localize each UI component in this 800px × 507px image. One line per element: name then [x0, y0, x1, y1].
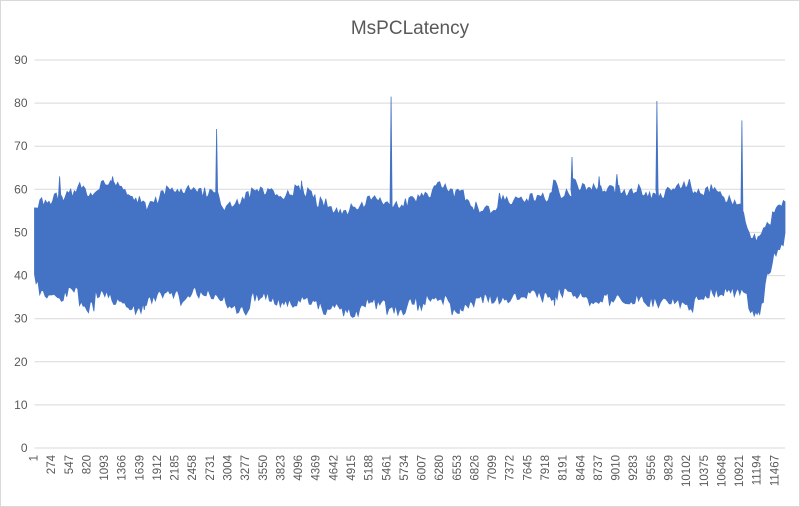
x-tick-label-1366[interactable]: 1366	[117, 455, 129, 481]
x-tick-label-8737[interactable]: 8737	[593, 455, 605, 481]
x-tick-label-6553[interactable]: 6553	[452, 455, 464, 481]
x-tick-label-11467[interactable]: 11467	[769, 455, 781, 486]
y-tick-label-40[interactable]: 40	[14, 269, 28, 283]
x-tick-label-2458[interactable]: 2458	[187, 455, 199, 481]
y-tick-label-30[interactable]: 30	[14, 312, 28, 326]
x-tick-label-9010[interactable]: 9010	[611, 455, 623, 481]
x-tick-label-11194[interactable]: 11194	[752, 454, 764, 485]
x-tick-label-3004[interactable]: 3004	[223, 454, 235, 480]
y-tick-label-20[interactable]: 20	[14, 355, 28, 369]
y-tick-label-60[interactable]: 60	[14, 182, 28, 196]
x-tick-label-820[interactable]: 820	[81, 455, 93, 474]
x-tick-label-5734[interactable]: 5734	[399, 454, 411, 480]
x-tick-label-8191[interactable]: 8191	[558, 455, 570, 481]
x-tick-label-9556[interactable]: 9556	[646, 455, 658, 481]
x-tick-label-10375[interactable]: 10375	[699, 455, 711, 487]
x-tick-label-7372[interactable]: 7372	[505, 455, 517, 481]
x-tick-label-10102[interactable]: 10102	[681, 455, 693, 487]
x-tick-label-1[interactable]: 1	[29, 455, 41, 461]
y-tick-label-90[interactable]: 90	[14, 53, 28, 67]
x-tick-label-4369[interactable]: 4369	[311, 455, 323, 481]
x-tick-label-5461[interactable]: 5461	[381, 455, 393, 481]
y-tick-label-50[interactable]: 50	[14, 225, 28, 239]
x-tick-label-3823[interactable]: 3823	[275, 455, 287, 481]
x-tick-label-4096[interactable]: 4096	[293, 455, 305, 481]
x-tick-label-7645[interactable]: 7645	[522, 455, 534, 481]
y-tick-label-80[interactable]: 80	[14, 96, 28, 110]
x-tick-label-9829[interactable]: 9829	[664, 455, 676, 481]
x-tick-label-6007[interactable]: 6007	[417, 455, 429, 481]
y-tick-label-10[interactable]: 10	[14, 398, 28, 412]
series-mspclatency[interactable]	[34, 96, 786, 318]
y-tick-label-0[interactable]: 0	[21, 441, 28, 455]
x-tick-label-10648[interactable]: 10648	[716, 455, 728, 487]
x-tick-label-1912[interactable]: 1912	[152, 455, 164, 481]
x-tick-label-274[interactable]: 274	[46, 454, 58, 474]
x-tick-label-7918[interactable]: 7918	[540, 455, 552, 481]
x-tick-label-1639[interactable]: 1639	[134, 455, 146, 481]
x-tick-label-6280[interactable]: 6280	[434, 455, 446, 481]
x-tick-label-9283[interactable]: 9283	[628, 455, 640, 481]
y-tick-label-70[interactable]: 70	[14, 139, 28, 153]
x-tick-label-6826[interactable]: 6826	[470, 455, 482, 481]
x-tick-label-2185[interactable]: 2185	[170, 455, 182, 481]
x-tick-label-8464[interactable]: 8464	[575, 454, 587, 480]
chart-title[interactable]: MsPCLatency	[351, 18, 470, 39]
y-axis[interactable]: 0 10 20 30 40 50 60 70 80 90	[14, 53, 28, 455]
x-tick-label-547[interactable]: 547	[64, 455, 76, 474]
x-tick-label-5188[interactable]: 5188	[364, 455, 376, 481]
x-tick-label-3277[interactable]: 3277	[240, 455, 252, 481]
x-tick-label-10921[interactable]: 10921	[734, 455, 746, 487]
x-tick-label-3550[interactable]: 3550	[258, 455, 270, 481]
x-tick-label-4915[interactable]: 4915	[346, 455, 358, 481]
x-tick-label-7099[interactable]: 7099	[487, 455, 499, 481]
x-tick-label-4642[interactable]: 4642	[328, 455, 340, 481]
x-axis[interactable]: 1 274 547 820 1093 1366 1639 1912 2185 2458 2731 30…	[29, 454, 782, 487]
x-tick-label-2731[interactable]: 2731	[205, 455, 217, 481]
x-tick-label-1093[interactable]: 1093	[99, 455, 111, 481]
